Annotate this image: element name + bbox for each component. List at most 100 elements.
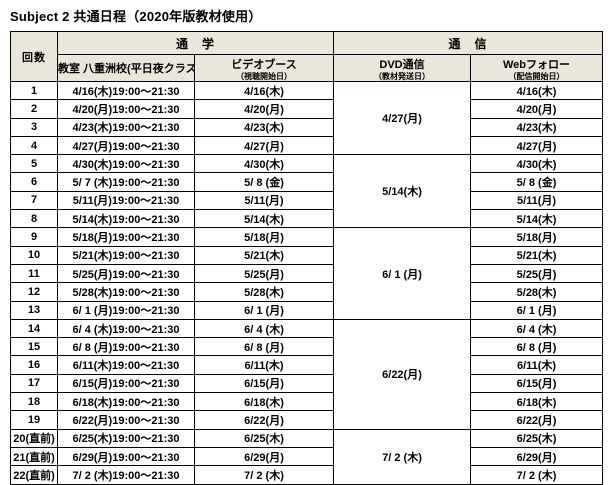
cell-video-booth: 5/14(木) [193,209,335,229]
cell-web-follow: 6/22(月) [470,410,604,430]
cell-kaisu: 4 [10,135,58,156]
cell-kaisu: 3 [10,117,58,137]
header-video-booth: ビデオブース （視聴開始日） [193,54,335,82]
cell-kaisu: 2 [10,99,58,119]
table-row: 14 6/ 4 (木)19:00～21:30 6/ 4 (木) 6/22(月) 6/ 4… [10,318,604,430]
header-video-booth-label: ビデオブース [231,58,297,71]
cell-web-follow: 6/25(木) [470,428,604,448]
cell-video-booth: 4/16(木) [193,80,335,101]
cell-classroom: 6/25(木)19:00～21:30 [57,428,195,448]
table-row: 13 6/ 1 (月)19:00～21:30 6/ 1 (月) 6/ 1 (月) [10,300,604,320]
cell-video-booth: 5/ 8 (金) [193,172,335,192]
table-row: 5 4/30(木)19:00～21:30 4/30(木) 5/14(木) 4/30(木) [10,154,604,229]
cell-classroom: 5/18(月)19:00～21:30 [57,227,195,247]
cell-kaisu: 1 [10,80,58,101]
cell-web-follow: 4/27(月) [470,135,604,156]
cell-video-booth: 5/18(月) [193,227,335,247]
cell-dvd: 4/27(月) [333,80,472,156]
cell-video-booth: 6/ 1 (月) [193,300,335,320]
cell-video-booth: 5/21(木) [193,245,335,265]
cell-kaisu: 15 [10,337,58,357]
cell-video-booth: 6/15(月) [193,373,335,394]
schedule-table-header: 回数 通 学 通 信 教室 八重洲校(平日夜クラス) ビデオブース （視聴開始日… [10,31,604,82]
page-title: Subject 2 共通日程（2020年版教材使用） [10,9,262,24]
header-web-label: Webフォロー [503,58,571,71]
table-row: 6 5/ 7 (木)19:00～21:30 5/ 8 (金) 5/ 8 (金) [10,172,604,192]
cell-kaisu: 9 [10,227,58,247]
cell-classroom: 6/ 8 (月)19:00～21:30 [57,337,195,357]
cell-web-follow: 6/15(月) [470,373,604,394]
cell-classroom: 4/20(月)19:00～21:30 [57,99,195,119]
table-row: 7 5/11(月)19:00～21:30 5/11(月) 5/11(月) [10,190,604,211]
table-row: 22(直前) 7/ 2 (木)19:00～21:30 7/ 2 (木) 7/ 2 (木… [10,465,604,485]
cell-kaisu: 10 [10,245,58,265]
schedule-table: 回数 通 学 通 信 教室 八重洲校(平日夜クラス) ビデオブース （視聴開始日… [10,31,604,485]
cell-web-follow: 5/14(木) [470,209,604,229]
table-row: 1 4/16(木)19:00～21:30 4/16(木) 4/27(月) 4/16(木) [10,80,604,156]
cell-video-booth: 6/11(木) [193,355,335,375]
cell-video-booth: 4/20(月) [193,99,335,119]
header-tsushin: 通 信 [333,31,604,55]
cell-web-follow: 5/25(月) [470,263,604,284]
cell-kaisu: 11 [10,263,58,284]
cell-video-booth: 6/ 8 (月) [193,337,335,357]
cell-video-booth: 7/ 2 (木) [193,465,335,485]
cell-classroom: 5/21(木)19:00～21:30 [57,245,195,265]
header-dvd: DVD通信 （教材発送日） [333,54,472,82]
cell-kaisu: 14 [10,318,58,339]
cell-kaisu: 6 [10,172,58,192]
cell-classroom: 6/22(月)19:00～21:30 [57,410,195,430]
cell-web-follow: 4/30(木) [470,154,604,174]
table-row: 20(直前) 6/25(木)19:00～21:30 6/25(木) 7/ 2 (木) 6… [10,428,604,485]
cell-kaisu: 16 [10,355,58,375]
cell-dvd: 6/ 1 (月) [333,227,472,320]
cell-web-follow: 6/18(木) [470,392,604,412]
cell-classroom: 4/30(木)19:00～21:30 [57,154,195,174]
cell-video-booth: 5/11(月) [193,190,335,211]
cell-kaisu: 5 [10,154,58,174]
cell-web-follow: 4/20(月) [470,99,604,119]
cell-web-follow: 4/23(木) [470,117,604,137]
cell-video-booth: 4/30(木) [193,154,335,174]
cell-kaisu: 19 [10,410,58,430]
cell-video-booth: 5/25(月) [193,263,335,284]
table-row: 4 4/27(月)19:00～21:30 4/27(月) 4/27(月) [10,135,604,156]
table-row: 9 5/18(月)19:00～21:30 5/18(月) 6/ 1 (月) 5/18(月… [10,227,604,320]
cell-video-booth: 5/28(木) [193,282,335,302]
header-dvd-label: DVD通信 [379,58,425,71]
cell-kaisu: 8 [10,209,58,229]
cell-video-booth: 6/18(木) [193,392,335,412]
cell-web-follow: 6/29(月) [470,446,604,467]
cell-web-follow: 6/ 4 (木) [470,318,604,339]
cell-classroom: 5/ 7 (木)19:00～21:30 [57,172,195,192]
header-classroom: 教室 八重洲校(平日夜クラス) [57,54,195,82]
table-row: 8 5/14(木)19:00～21:30 5/14(木) 5/14(木) [10,209,604,229]
cell-web-follow: 5/21(木) [470,245,604,265]
cell-web-follow: 5/ 8 (金) [470,172,604,192]
cell-dvd: 5/14(木) [333,154,472,229]
cell-classroom: 6/ 4 (木)19:00～21:30 [57,318,195,339]
cell-classroom: 4/23(木)19:00～21:30 [57,117,195,137]
header-tsugaku: 通 学 [56,31,335,55]
table-row: 11 5/25(月)19:00～21:30 5/25(月) 5/25(月) [10,263,604,284]
cell-classroom: 7/ 2 (木)19:00～21:30 [57,465,195,485]
cell-web-follow: 4/16(木) [470,80,604,101]
cell-classroom: 6/29(月)19:00～21:30 [57,446,195,467]
cell-classroom: 6/15(月)19:00～21:30 [57,373,195,394]
table-row: 12 5/28(木)19:00～21:30 5/28(木) 5/28(木) [10,282,604,302]
cell-classroom: 6/ 1 (月)19:00～21:30 [57,300,195,320]
table-row: 21(直前) 6/29(月)19:00～21:30 6/29(月) 6/29(月) [10,446,604,467]
cell-kaisu: 12 [10,282,58,302]
table-row: 17 6/15(月)19:00～21:30 6/15(月) 6/15(月) [10,373,604,394]
cell-classroom: 5/25(月)19:00～21:30 [57,263,195,284]
cell-video-booth: 6/ 4 (木) [193,318,335,339]
cell-video-booth: 6/25(木) [193,428,335,448]
cell-video-booth: 4/23(木) [193,117,335,137]
cell-kaisu: 13 [10,300,58,320]
table-row: 3 4/23(木)19:00～21:30 4/23(木) 4/23(木) [10,117,604,137]
header-web-note: （配信開始日） [508,71,565,81]
header-video-booth-note: （視聴開始日） [236,71,292,81]
cell-classroom: 5/11(月)19:00～21:30 [57,190,195,211]
header-row-groups: 回数 通 学 通 信 [10,31,604,82]
cell-classroom: 6/18(木)19:00～21:30 [57,392,195,412]
